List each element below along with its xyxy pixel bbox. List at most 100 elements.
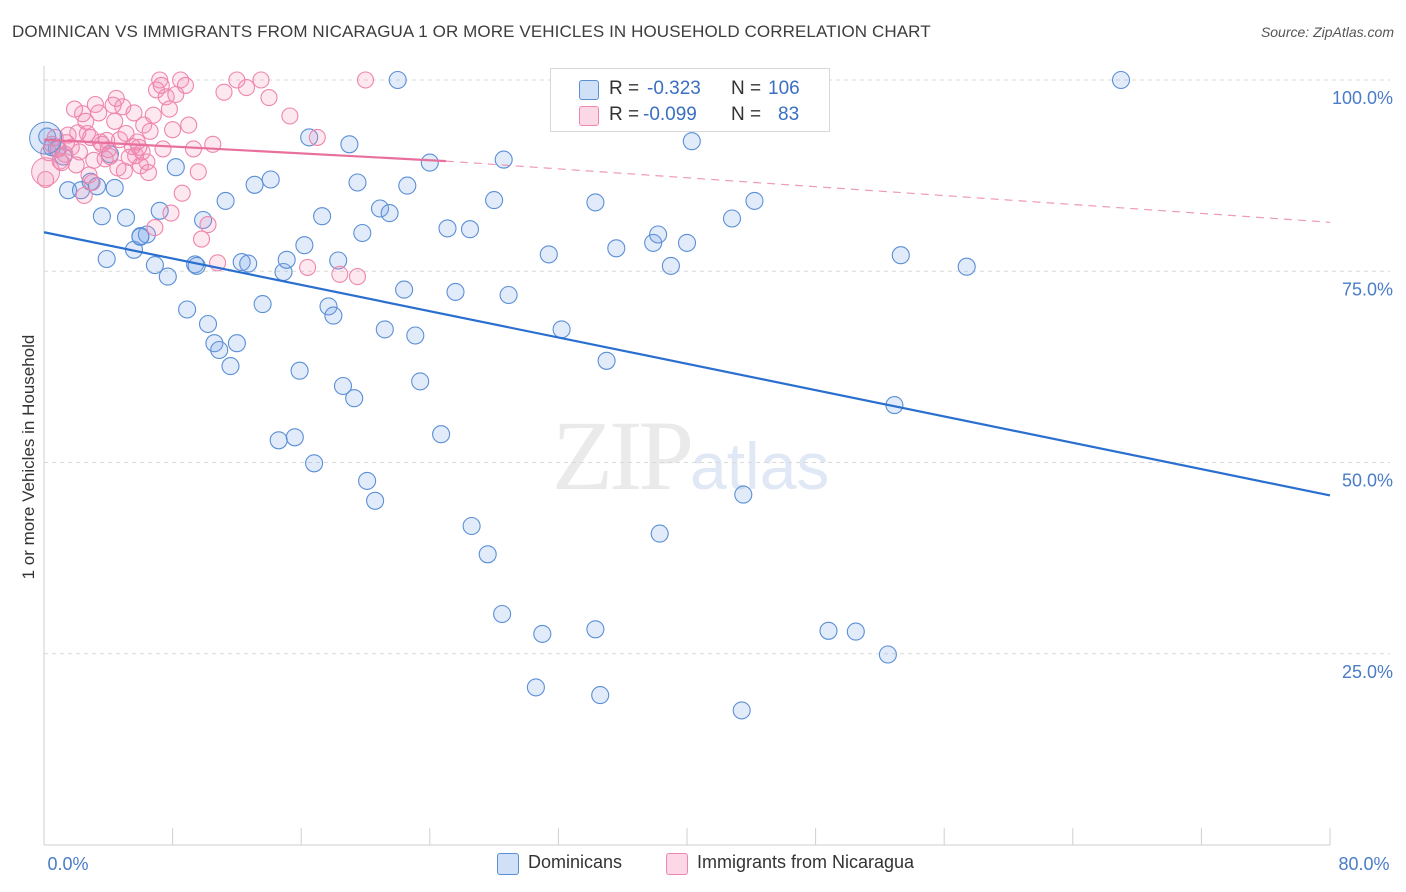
point-nicaragua (125, 104, 143, 122)
point-dominicans (819, 621, 838, 640)
y-tick-label: 50.0% (1342, 471, 1393, 491)
x-tick-label: 0.0% (47, 854, 88, 874)
point-nicaragua-cluster (31, 157, 61, 187)
point-dominicans (485, 191, 504, 210)
point-dominicans (446, 282, 465, 301)
point-dominicans (682, 132, 701, 151)
y-tick-label: 75.0% (1342, 279, 1393, 299)
point-dominicans (734, 485, 753, 504)
point-nicaragua (199, 216, 217, 234)
point-dominicans (650, 524, 669, 543)
point-dominicans (526, 678, 545, 697)
point-dominicans (462, 516, 481, 536)
point-nicaragua (160, 100, 178, 118)
point-dominicans (460, 220, 480, 239)
point-dominicans (221, 357, 240, 376)
point-nicaragua (99, 141, 117, 159)
point-nicaragua (146, 219, 164, 237)
point-dominicans (878, 645, 897, 664)
point-nicaragua (37, 170, 55, 189)
point-dominicans (253, 295, 272, 314)
watermark: ZIPatlas (552, 398, 829, 513)
point-dominicans (493, 604, 512, 624)
points (29, 70, 1131, 720)
point-nicaragua (144, 106, 162, 124)
point-dominicans (499, 285, 518, 305)
point-nicaragua (152, 76, 170, 94)
point-dominicans (269, 431, 288, 450)
point-dominicans (313, 207, 332, 226)
y-tick-label: 25.0% (1342, 662, 1393, 682)
point-dominicans (380, 204, 399, 223)
point-dominicans (210, 340, 229, 360)
point-nicaragua (57, 134, 76, 152)
point-nicaragua (260, 89, 278, 107)
point-dominicans (333, 376, 353, 396)
axes (43, 66, 1331, 846)
point-dominicans (586, 193, 605, 212)
legend-r-label: R = (609, 78, 640, 99)
point-nicaragua (65, 100, 84, 118)
point-dominicans (353, 223, 372, 243)
point-dominicans (591, 686, 610, 705)
point-dominicans (239, 254, 258, 273)
point-dominicans (846, 622, 865, 641)
legend-row-nicaragua: R = -0.099 N = 83 (551, 100, 829, 128)
point-dominicans (194, 210, 213, 230)
point-nicaragua (172, 71, 190, 89)
legend-r-label: R = (609, 104, 640, 125)
point-dominicans (285, 428, 304, 447)
legend-n-label: N = (731, 104, 762, 125)
point-dominicans (375, 320, 394, 339)
point-dominicans (329, 251, 348, 270)
point-nicaragua (299, 258, 317, 276)
point-nicaragua (109, 159, 127, 177)
point-nicaragua (173, 184, 191, 202)
point-dominicans (358, 471, 377, 490)
point-nicaragua (123, 138, 141, 156)
chart-title: DOMINICAN VS IMMIGRANTS FROM NICARAGUA 1… (12, 22, 931, 41)
point-dominicans (261, 170, 280, 189)
trend-line-nicaragua (43, 138, 446, 163)
point-nicaragua (141, 122, 159, 140)
point-dominicans (59, 181, 78, 200)
point-nicaragua (83, 173, 101, 192)
point-nicaragua (164, 121, 182, 139)
point-dominicans (348, 173, 367, 192)
point-dominicans (494, 150, 513, 169)
tick-labels: 25.0% 50.0% 75.0% 100.0% 0.0% 80.0% (47, 88, 1393, 874)
bottom-legend-nicaragua: Immigrants from Nicaragua (697, 852, 915, 872)
legend-r-value: -0.323 (647, 78, 701, 99)
point-dominicans (97, 249, 116, 269)
point-dominicans (290, 361, 309, 380)
legend-swatch-pink (579, 106, 599, 126)
grid (44, 79, 1390, 655)
point-dominicans (232, 253, 251, 272)
point-nicaragua (180, 116, 198, 134)
point-nicaragua (106, 112, 124, 130)
watermark-atlas: atlas (690, 429, 830, 503)
point-dominicans (722, 209, 742, 228)
point-dominicans (607, 239, 626, 258)
point-dominicans (586, 620, 605, 639)
point-dominicans (150, 201, 169, 220)
point-dominicans (227, 334, 246, 353)
point-nicaragua (139, 164, 158, 182)
y-axis-title: 1 or more Vehicles in Household (19, 335, 38, 580)
point-nicaragua (215, 83, 233, 101)
point-nicaragua (176, 76, 195, 94)
point-dominicans (957, 257, 976, 276)
bottom-legend-swatch-blue (497, 853, 519, 875)
point-dominicans (539, 245, 558, 264)
point-dominicans (116, 208, 136, 227)
watermark-zip: ZIP (552, 400, 694, 511)
point-dominicans (420, 153, 439, 172)
point-dominicans (340, 135, 359, 154)
point-dominicans (198, 314, 218, 334)
point-dominicans (432, 425, 451, 444)
point-nicaragua (237, 79, 256, 97)
point-nicaragua (192, 230, 211, 248)
point-dominicans (166, 158, 185, 177)
chart-source: Source: ZipAtlas.com (1260, 24, 1394, 40)
bottom-legend-swatch-pink (666, 853, 688, 875)
